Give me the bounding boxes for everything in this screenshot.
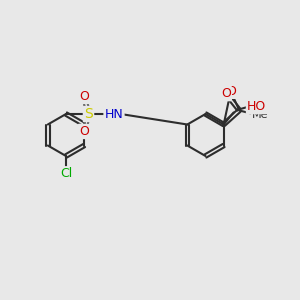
Text: O: O bbox=[226, 85, 236, 98]
Text: O: O bbox=[79, 125, 89, 138]
Text: Cl: Cl bbox=[60, 167, 72, 180]
Text: O: O bbox=[79, 90, 89, 103]
Text: Me: Me bbox=[252, 110, 268, 120]
Text: O: O bbox=[221, 87, 231, 100]
Text: S: S bbox=[84, 107, 93, 121]
Text: HO: HO bbox=[247, 100, 266, 113]
Text: HN: HN bbox=[105, 107, 123, 121]
